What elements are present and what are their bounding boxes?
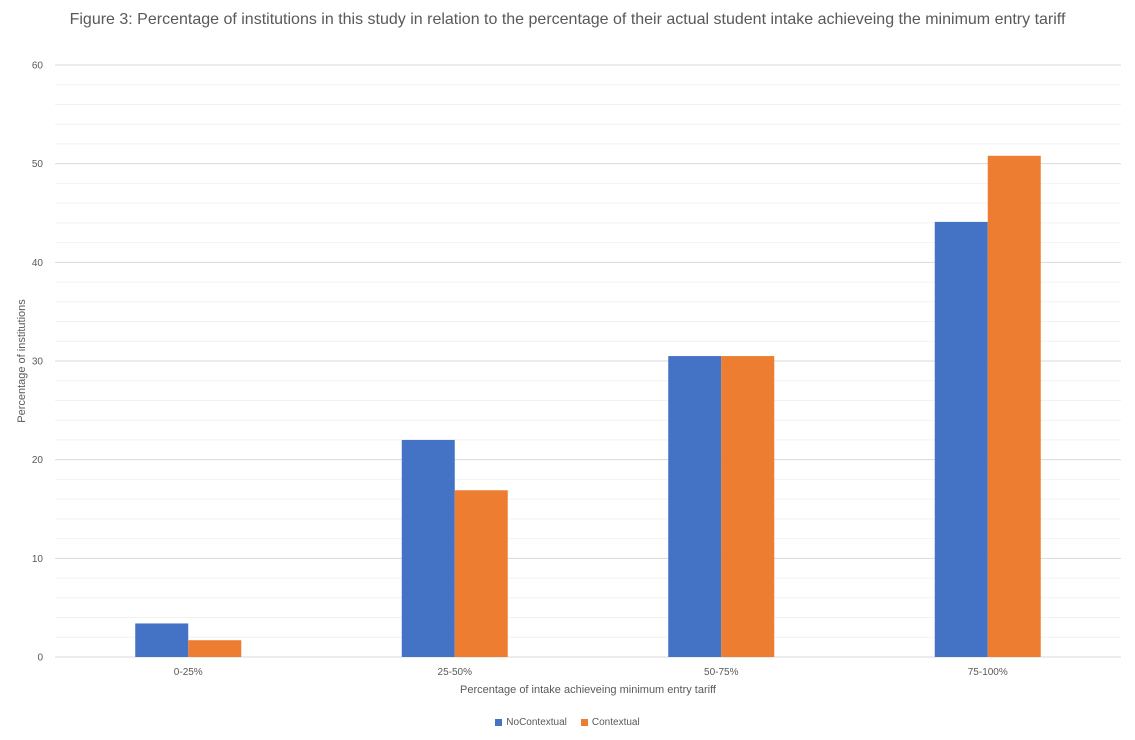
bar-contextual-3 <box>721 356 775 657</box>
x-tick-label: 0-25% <box>174 667 203 678</box>
legend-item-nocontextual: NoContextual <box>495 717 567 728</box>
legend-swatch <box>495 719 503 726</box>
y-tick-label: 60 <box>32 61 44 72</box>
x-axis-title: Percentage of intake achieveing minimum … <box>460 684 717 696</box>
bar-nocontextual-3 <box>668 356 722 657</box>
bar-contextual-4 <box>987 155 1041 658</box>
chart-title: Figure 3: Percentage of institutions in … <box>69 11 1066 28</box>
y-tick-label: 0 <box>37 653 43 664</box>
x-tick-label: 75-100% <box>968 667 1008 678</box>
y-tick-label: 30 <box>32 357 44 368</box>
bar-nocontextual-1 <box>135 623 189 657</box>
y-tick-label: 50 <box>32 159 44 170</box>
bar-contextual-2 <box>454 490 508 657</box>
legend-label: Contextual <box>591 717 640 728</box>
legend-item-contextual: Contextual <box>580 717 640 728</box>
legend-label: NoContextual <box>506 717 567 728</box>
bar-nocontextual-2 <box>401 439 455 657</box>
y-tick-label: 40 <box>32 258 44 269</box>
bar-nocontextual-4 <box>934 221 988 657</box>
x-tick-label: 25-50% <box>438 667 473 678</box>
y-tick-label: 20 <box>32 455 44 466</box>
x-tick-label: 50-75% <box>704 667 739 678</box>
legend-swatch <box>580 719 588 726</box>
y-axis-title: Percentage of institutions <box>16 299 28 423</box>
bar-contextual-1 <box>188 640 242 657</box>
chart-legend: NoContextual Contextual <box>0 717 1135 728</box>
y-tick-label: 10 <box>32 554 44 565</box>
